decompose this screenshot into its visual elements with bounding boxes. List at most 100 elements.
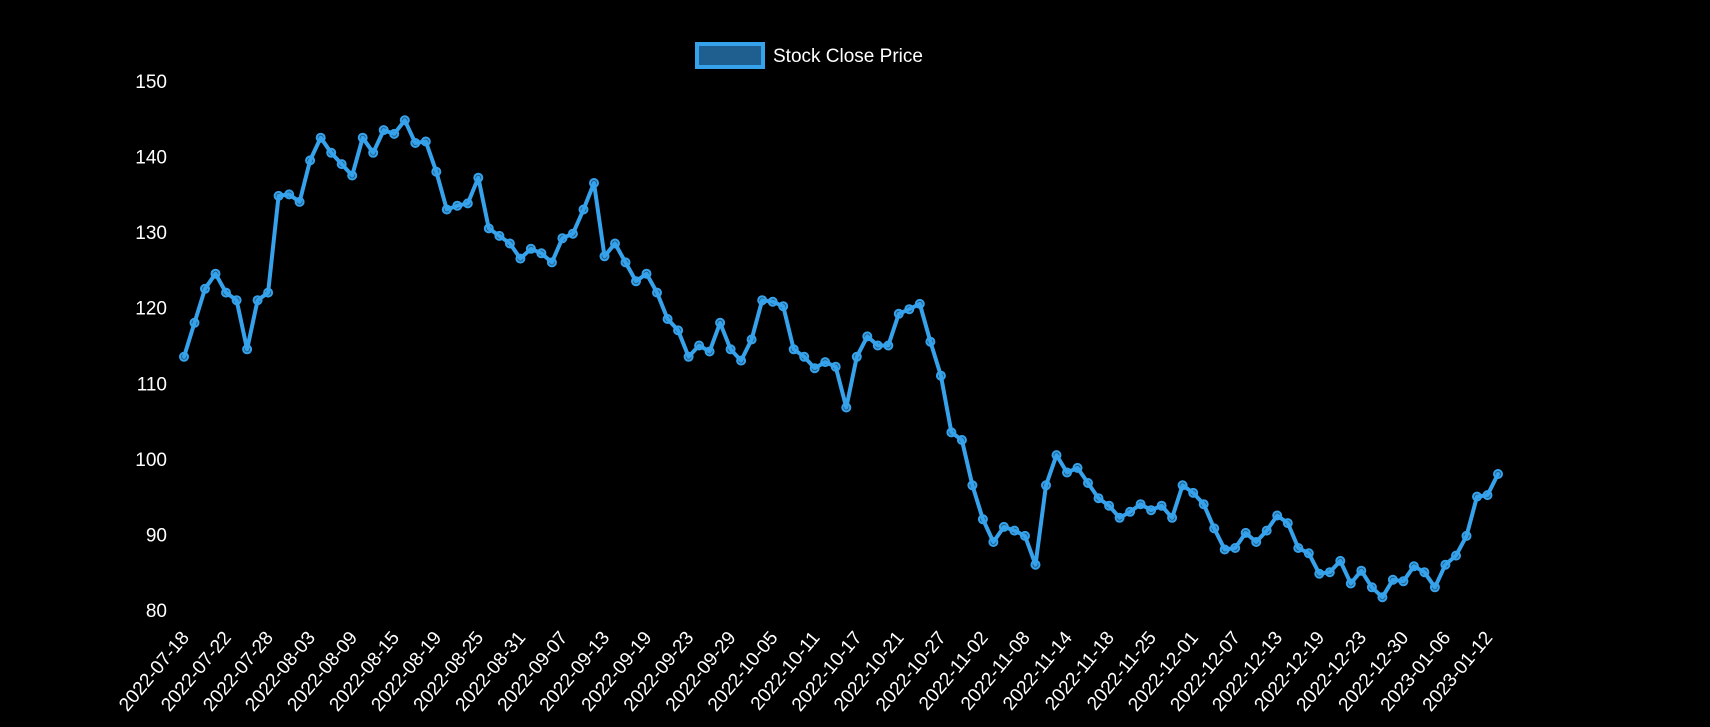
data-point[interactable] <box>221 287 231 298</box>
data-point[interactable] <box>242 344 253 355</box>
data-point[interactable] <box>420 136 431 147</box>
data-point[interactable] <box>925 336 936 347</box>
data-point[interactable] <box>1177 480 1188 491</box>
data-point[interactable] <box>1272 510 1283 521</box>
data-point[interactable] <box>610 238 620 249</box>
data-point[interactable] <box>1198 499 1209 510</box>
data-point[interactable] <box>1135 499 1146 510</box>
data-point[interactable] <box>1429 582 1440 593</box>
data-point[interactable] <box>1156 500 1167 511</box>
data-point[interactable] <box>862 331 873 342</box>
data-point[interactable] <box>1482 490 1493 501</box>
data-point[interactable] <box>179 351 189 362</box>
data-point[interactable] <box>694 340 705 351</box>
data-point[interactable] <box>1472 491 1482 502</box>
data-point[interactable] <box>1167 512 1178 523</box>
data-point[interactable] <box>977 514 988 525</box>
data-point[interactable] <box>452 200 463 211</box>
data-point[interactable] <box>305 155 316 166</box>
data-point[interactable] <box>410 138 421 148</box>
data-point[interactable] <box>1230 543 1241 553</box>
data-point[interactable] <box>998 521 1009 532</box>
data-point[interactable] <box>263 287 274 298</box>
data-point[interactable] <box>1146 505 1157 516</box>
data-point[interactable] <box>473 172 484 183</box>
data-point[interactable] <box>841 402 852 413</box>
data-point[interactable] <box>956 435 967 445</box>
data-point[interactable] <box>935 370 946 381</box>
data-point[interactable] <box>641 268 652 279</box>
data-point[interactable] <box>483 223 494 234</box>
data-point[interactable] <box>515 253 526 264</box>
data-point[interactable] <box>904 304 915 315</box>
data-point[interactable] <box>567 228 578 239</box>
data-point[interactable] <box>620 257 631 268</box>
data-point[interactable] <box>578 204 589 215</box>
data-point[interactable] <box>1377 592 1388 603</box>
data-point[interactable] <box>189 317 200 328</box>
data-point[interactable] <box>284 189 295 200</box>
data-point[interactable] <box>525 243 536 254</box>
data-point[interactable] <box>1072 462 1083 473</box>
data-point[interactable] <box>1314 568 1325 579</box>
data-point[interactable] <box>746 334 757 345</box>
data-point[interactable] <box>1408 561 1419 572</box>
data-point[interactable] <box>872 340 883 351</box>
data-point[interactable] <box>1419 567 1430 578</box>
data-point[interactable] <box>820 357 831 368</box>
data-point[interactable] <box>1041 480 1051 491</box>
data-point[interactable] <box>914 298 925 309</box>
data-point[interactable] <box>210 268 221 279</box>
data-point[interactable] <box>536 248 547 259</box>
data-point[interactable] <box>1062 467 1072 478</box>
data-point[interactable] <box>1345 578 1356 589</box>
data-point[interactable] <box>273 190 284 201</box>
data-point[interactable] <box>683 351 694 362</box>
data-point[interactable] <box>830 361 841 372</box>
data-point[interactable] <box>1104 500 1115 511</box>
data-point[interactable] <box>1051 450 1062 461</box>
data-point[interactable] <box>809 363 820 374</box>
data-point[interactable] <box>557 233 568 244</box>
data-point[interactable] <box>546 257 557 268</box>
data-point[interactable] <box>336 159 347 170</box>
data-point[interactable] <box>399 115 410 126</box>
data-point[interactable] <box>1440 559 1451 570</box>
data-point[interactable] <box>1114 512 1125 523</box>
data-point[interactable] <box>1303 548 1314 559</box>
data-point[interactable] <box>851 351 862 362</box>
data-point[interactable] <box>1251 537 1262 547</box>
data-point[interactable] <box>757 295 768 306</box>
data-point[interactable] <box>357 132 368 143</box>
data-point[interactable] <box>662 314 673 324</box>
data-point[interactable] <box>673 325 684 336</box>
data-point[interactable] <box>1261 525 1272 536</box>
data-point[interactable] <box>589 178 599 188</box>
data-point[interactable] <box>1356 565 1367 576</box>
data-point[interactable] <box>799 351 810 362</box>
data-point[interactable] <box>704 346 715 357</box>
data-point[interactable] <box>767 296 778 307</box>
data-point[interactable] <box>1451 550 1461 561</box>
data-point[interactable] <box>294 196 305 207</box>
data-point[interactable] <box>1188 487 1199 498</box>
data-point[interactable] <box>494 230 505 241</box>
data-point[interactable] <box>1125 506 1136 517</box>
data-point[interactable] <box>378 125 389 136</box>
legend-label[interactable]: Stock Close Price <box>773 46 923 67</box>
data-point[interactable] <box>1093 493 1104 504</box>
data-point[interactable] <box>788 344 799 355</box>
data-point[interactable] <box>1366 582 1377 593</box>
data-point[interactable] <box>715 317 726 328</box>
series-line[interactable] <box>182 118 1500 600</box>
data-point[interactable] <box>1219 544 1230 555</box>
data-point[interactable] <box>504 238 515 249</box>
data-point[interactable] <box>441 204 452 215</box>
data-point[interactable] <box>1293 543 1304 553</box>
data-point[interactable] <box>347 170 358 181</box>
data-point[interactable] <box>1083 478 1093 488</box>
data-point[interactable] <box>1493 469 1503 479</box>
data-point[interactable] <box>1282 518 1293 529</box>
data-point[interactable] <box>1335 555 1346 566</box>
legend[interactable]: Stock Close Price <box>695 42 923 69</box>
